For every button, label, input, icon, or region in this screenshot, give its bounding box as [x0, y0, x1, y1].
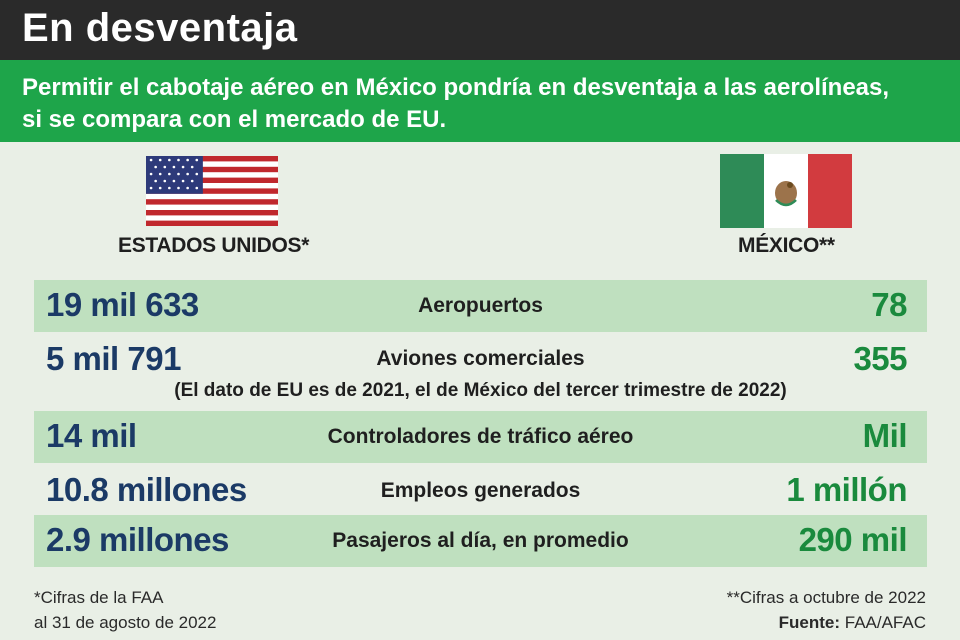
table-row: 19 mil 633 Aeropuertos 78	[34, 280, 927, 332]
mexico-value: 1 millón	[786, 471, 907, 508]
row-label: Empleos generados	[380, 479, 581, 502]
page-title: En desventaja	[22, 6, 298, 50]
row-label: Aviones comerciales	[376, 347, 585, 370]
row-note: (El dato de EU es de 2021, el de México …	[174, 380, 787, 401]
table-row: 2.9 millones Pasajeros al día, en promed…	[34, 515, 927, 567]
us-value: 2.9 millones	[46, 521, 229, 558]
us-value: 5 mil 791	[46, 340, 181, 377]
row-label: Controladores de tráfico aéreo	[327, 425, 634, 448]
us-flag-icon	[146, 156, 278, 226]
mexico-value: Mil	[862, 417, 908, 454]
footnote-mexico-line-1: **Cifras a octubre de 2022	[726, 588, 926, 607]
source-line: Fuente: FAA/AFAC	[727, 610, 926, 635]
source-label: Fuente:	[778, 613, 841, 632]
footnote-mexico: **Cifras a octubre de 2022 Fuente: FAA/A…	[727, 585, 926, 635]
mexico-value: 290 mil	[798, 521, 908, 558]
subheading-line-1: Permitir el cabotaje aéreo en México pon…	[22, 74, 890, 101]
country-label-us: ESTADOS UNIDOS*	[118, 234, 310, 257]
row-label: Pasajeros al día, en promedio	[332, 529, 629, 552]
subheading: Permitir el cabotaje aéreo en México pon…	[0, 60, 960, 142]
us-value: 19 mil 633	[46, 286, 199, 323]
subheading-line-2: si se compara con el mercado de EU.	[22, 106, 447, 133]
footnote-us-line-1: *Cifras de la FAA	[34, 588, 164, 607]
header-bar: En desventaja	[0, 0, 960, 60]
table-row: 14 mil Controladores de tráfico aéreo Mi…	[34, 411, 927, 463]
country-label-mexico: MÉXICO**	[738, 234, 835, 257]
table-row: 5 mil 791 Aviones comerciales 355 (El da…	[34, 332, 927, 410]
mexico-flag-icon	[720, 154, 852, 228]
mexico-value: 78	[871, 286, 907, 323]
row-label: Aeropuertos	[418, 294, 543, 317]
source-value: FAA/AFAC	[844, 613, 926, 632]
mexico-value: 355	[853, 340, 907, 377]
table-row: 10.8 millones Empleos generados 1 millón	[34, 463, 927, 515]
us-value: 14 mil	[46, 417, 137, 454]
us-value: 10.8 millones	[46, 471, 247, 508]
footnote-us: *Cifras de la FAA al 31 de agosto de 202…	[34, 585, 216, 635]
footnote-us-line-2: al 31 de agosto de 2022	[34, 613, 217, 632]
